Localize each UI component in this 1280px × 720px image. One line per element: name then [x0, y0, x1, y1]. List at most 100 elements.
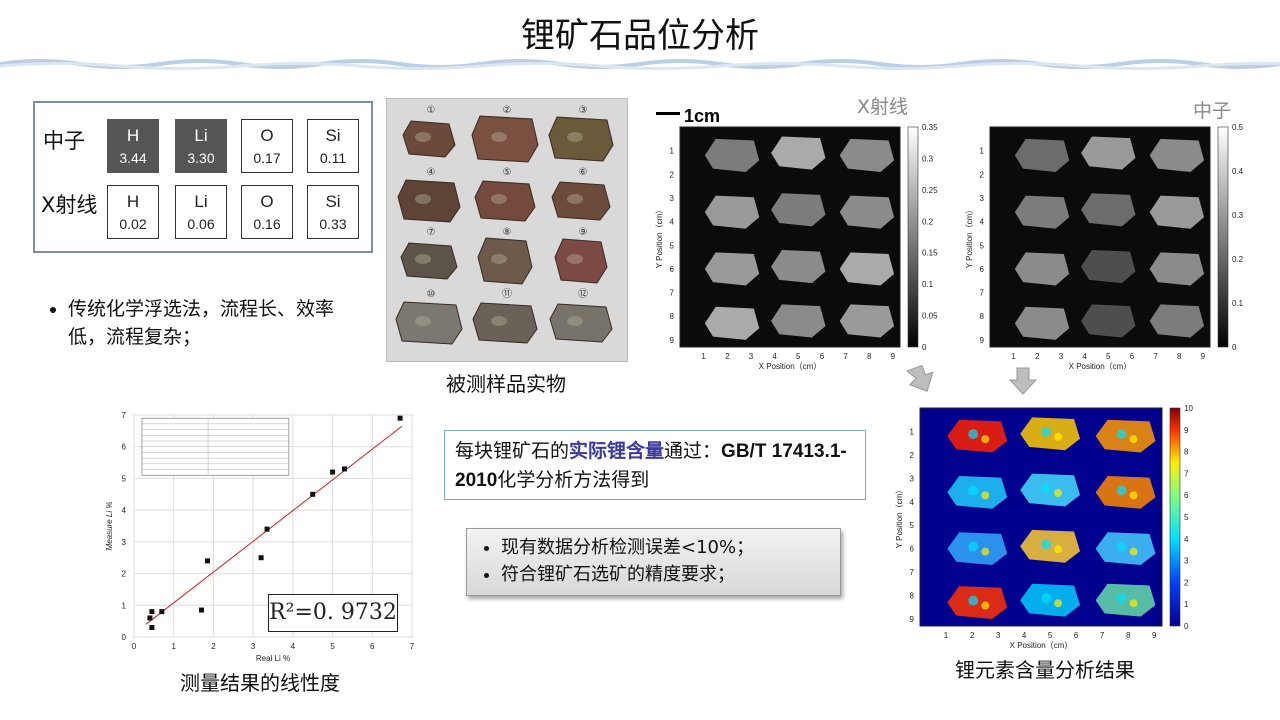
x-axis-label: Real Li %	[256, 654, 290, 663]
scale-bar-label: 1cm	[684, 106, 720, 126]
note-prefix: 每块锂矿石的	[455, 440, 570, 462]
colorbar-tick-label: 0	[1184, 622, 1189, 631]
colorbar-tick-label: 3	[1184, 557, 1189, 566]
colorbar-tick-label: 0	[1232, 343, 1237, 352]
colorbar-tick-label: 0.05	[922, 312, 938, 321]
x-tick-label: 8	[1126, 631, 1131, 640]
row-label-xray: X射线	[41, 193, 98, 217]
y-tick-label: 1	[910, 427, 915, 436]
element-cell: H 0.02	[107, 185, 159, 239]
sample-speckle	[981, 601, 990, 610]
page-title: 锂矿石品位分析	[521, 16, 759, 56]
rock-highlight	[491, 194, 507, 204]
x-tick-label: 6	[370, 642, 375, 651]
x-tick-label: 7	[1100, 631, 1105, 640]
y-axis-label: Y Position（cm）	[655, 206, 664, 269]
y-tick-label: 2	[980, 170, 985, 179]
photo-caption: 被测样品实物	[446, 372, 566, 396]
xray-label: X射线	[857, 96, 909, 118]
x-tick-label: 7	[1153, 352, 1158, 361]
y-tick-label: 3	[670, 194, 675, 203]
y-tick-label: 7	[122, 411, 127, 420]
y-axis-label: Y Position（cm）	[965, 206, 974, 269]
element-symbol: Li	[194, 126, 208, 145]
note-middle: 通过：	[664, 440, 722, 462]
rock-sample	[395, 301, 463, 345]
y-tick-label: 1	[122, 601, 127, 610]
sample-region	[704, 138, 760, 172]
sample-speckle	[1041, 593, 1052, 604]
y-tick-label: 9	[980, 336, 985, 345]
bullet-list-left: 传统化学浮选法，流程长、效率低，流程复杂；	[46, 295, 346, 351]
colorbar-tick-label: 2	[1184, 578, 1189, 587]
sample-speckle	[1129, 491, 1138, 500]
element-value: 3.44	[119, 150, 147, 166]
sample-region	[1081, 304, 1136, 338]
colorbar-tick-label: 4	[1184, 535, 1189, 544]
rock-highlight	[567, 132, 583, 142]
y-tick-label: 6	[910, 545, 915, 554]
sample-region	[1149, 138, 1205, 172]
rock-highlight	[567, 316, 583, 326]
x-tick-label: 5	[330, 642, 335, 651]
rock-highlight	[415, 132, 431, 142]
colorbar-tick-label: 0.4	[1232, 167, 1244, 176]
arrow-down-icon	[905, 364, 934, 392]
sample-speckle	[1054, 599, 1063, 608]
element-cell: Si 0.33	[307, 185, 359, 239]
colorbar-tick-label: 0.25	[922, 186, 938, 195]
sample-region	[839, 195, 895, 229]
data-point	[330, 469, 336, 475]
colorbar-tick-label: 0.3	[1232, 211, 1244, 220]
sample-number: ②	[503, 105, 512, 116]
x-tick-label: 9	[891, 352, 896, 361]
x-tick-label: 4	[1022, 631, 1027, 640]
rock-sample	[554, 238, 608, 284]
y-tick-label: 2	[670, 170, 675, 179]
element-symbol: Li	[194, 192, 208, 211]
x-tick-label: 4	[1082, 352, 1087, 361]
sample-region	[1149, 195, 1205, 229]
sample-region	[1149, 252, 1205, 286]
x-tick-label: 1	[171, 642, 176, 651]
y-tick-label: 6	[670, 265, 675, 274]
row-label-neutron: 中子	[43, 129, 85, 153]
neutron-image-panel: 1 1 2 2 3 3 4 4 5 5 6 6 7 7 8 8 9 9 X Position（cm） Y Positi…	[960, 97, 1267, 382]
sample-speckle	[1054, 432, 1063, 441]
rock-sample	[551, 181, 611, 221]
y-tick-label: 8	[980, 312, 985, 321]
sample-speckle	[1116, 593, 1127, 604]
sample-speckle	[981, 547, 990, 556]
sample-speckle	[968, 595, 979, 606]
colorbar-tick-label: 0.1	[922, 280, 934, 289]
sample-number: ④	[427, 167, 436, 178]
y-tick-label: 7	[910, 568, 915, 577]
colorbar-tick-label: 0.1	[1232, 299, 1244, 308]
sample-speckle	[981, 491, 990, 500]
element-symbol: O	[260, 126, 274, 145]
data-point	[204, 558, 210, 564]
data-point	[149, 609, 155, 615]
data-point	[159, 609, 165, 615]
note-suffix: 化学分析方法得到	[497, 469, 650, 491]
sample-region	[1014, 138, 1070, 172]
element-value: 0.16	[253, 216, 281, 232]
element-symbol: H	[126, 126, 140, 145]
sample-region	[1014, 252, 1070, 286]
y-tick-label: 2	[910, 451, 915, 460]
sample-number: ⑨	[579, 227, 588, 238]
rock-highlight	[415, 316, 431, 326]
y-tick-label: 5	[122, 474, 127, 483]
element-cell: Li 3.30	[175, 119, 227, 173]
sample-speckle	[968, 541, 979, 552]
sample-region	[771, 250, 826, 284]
y-axis-label: Measure Li %	[105, 502, 114, 551]
requirements-box: 现有数据分析检测误差<10%； 符合锂矿石选矿的精度要求；	[466, 528, 841, 596]
colorbar-tick-label: 0.3	[922, 154, 934, 163]
colorbar-tick-label: 0.2	[922, 217, 934, 226]
rock-sample	[471, 115, 539, 163]
sample-speckle	[1041, 426, 1052, 437]
colorbar-tick-label: 5	[1184, 513, 1189, 522]
fit-line	[145, 425, 403, 625]
rock-highlight	[491, 132, 507, 142]
